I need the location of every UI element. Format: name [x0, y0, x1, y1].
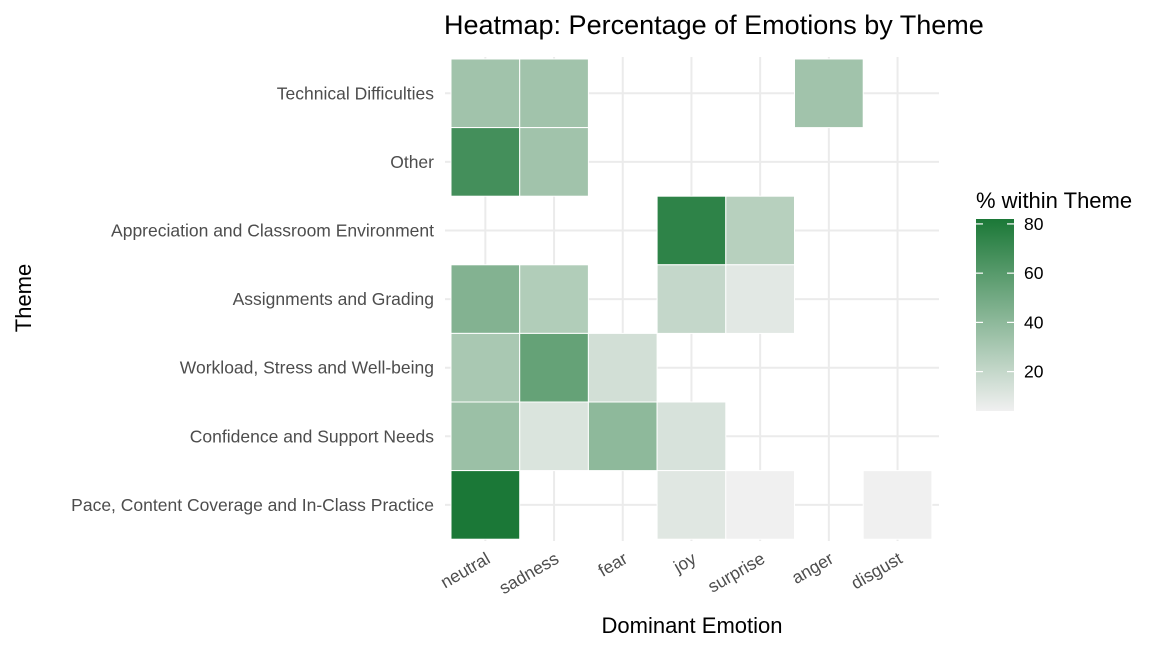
- y-tick-label-assignments-and-grading: Assignments and Grading: [233, 289, 434, 309]
- heatmap-tile-workload-stress-and-well-being-fear: [587, 332, 658, 403]
- heatmap-tile-other-neutral: [450, 127, 521, 197]
- x-axis-title: Dominant Emotion: [602, 613, 783, 638]
- legend-tick-label-60: 60: [1024, 263, 1044, 283]
- heatmap-tile-technical-difficulties-neutral: [450, 58, 521, 129]
- x-tick-label-disgust: disgust: [848, 548, 906, 593]
- y-tick-label-confidence-and-support-needs: Confidence and Support Needs: [190, 426, 434, 446]
- heatmap-tile-confidence-and-support-needs-sadness: [519, 401, 589, 472]
- heatmap-tile-appreciation-and-classroom-environment-surprise: [725, 195, 795, 266]
- heatmap-tile-other-sadness: [519, 127, 589, 197]
- heatmap-tile-technical-difficulties-sadness: [519, 58, 589, 129]
- heatmap-tile-pace-content-coverage-and-in-class-practice-neutral: [450, 470, 521, 540]
- heatmap-tile-pace-content-coverage-and-in-class-practice-surprise: [725, 470, 795, 540]
- x-tick-label-joy: joy: [669, 548, 699, 577]
- chart-title: Heatmap: Percentage of Emotions by Theme: [444, 10, 984, 40]
- heatmap-tile-pace-content-coverage-and-in-class-practice-disgust: [862, 470, 933, 540]
- legend-title: % within Theme: [976, 188, 1132, 213]
- heatmap-tile-assignments-and-grading-sadness: [519, 264, 589, 334]
- heatmap-tile-appreciation-and-classroom-environment-joy: [656, 195, 727, 266]
- heatmap-tile-confidence-and-support-needs-neutral: [450, 401, 521, 472]
- y-tick-label-appreciation-and-classroom-environment: Appreciation and Classroom Environment: [111, 221, 434, 241]
- x-tick-label-neutral: neutral: [437, 548, 493, 592]
- y-tick-label-workload-stress-and-well-being: Workload, Stress and Well-being: [180, 358, 434, 378]
- x-tick-label-anger: anger: [788, 548, 837, 588]
- heatmap-tile-assignments-and-grading-surprise: [725, 264, 795, 334]
- legend-tick-label-40: 40: [1024, 312, 1044, 332]
- y-tick-labels: Technical Difficulties Other Appreciation …: [71, 83, 434, 515]
- legend-ticks: 20 40 60 80: [976, 214, 1044, 382]
- heatmap-tile-confidence-and-support-needs-joy: [656, 401, 727, 472]
- heatmap-tile-assignments-and-grading-joy: [656, 264, 727, 334]
- legend-tick-label-20: 20: [1024, 362, 1044, 382]
- heatmap-tile-pace-content-coverage-and-in-class-practice-joy: [656, 470, 727, 540]
- x-tick-label-surprise: surprise: [704, 548, 768, 596]
- heatmap-tile-confidence-and-support-needs-fear: [587, 401, 658, 472]
- heatmap-tile-technical-difficulties-anger: [794, 58, 864, 129]
- heatmap-tiles: [450, 58, 933, 540]
- y-tick-label-pace-content-coverage-and-in-class-practice: Pace, Content Coverage and In-Class Prac…: [71, 495, 434, 515]
- heatmap-tile-workload-stress-and-well-being-neutral: [450, 332, 521, 403]
- heatmap-tile-assignments-and-grading-neutral: [450, 264, 521, 334]
- y-tick-label-technical-difficulties: Technical Difficulties: [277, 83, 434, 103]
- y-axis-title: Theme: [11, 264, 36, 332]
- legend: % within Theme 20 40 60 80: [976, 188, 1132, 411]
- y-tick-label-other: Other: [390, 152, 434, 172]
- legend-tick-label-80: 80: [1024, 214, 1044, 234]
- x-tick-label-fear: fear: [595, 548, 631, 580]
- x-tick-labels: neutral sadness fear joy surprise anger disgus…: [437, 548, 906, 598]
- heatmap-tile-workload-stress-and-well-being-sadness: [519, 332, 589, 403]
- x-tick-label-sadness: sadness: [496, 548, 563, 598]
- legend-colorbar: [976, 219, 1014, 411]
